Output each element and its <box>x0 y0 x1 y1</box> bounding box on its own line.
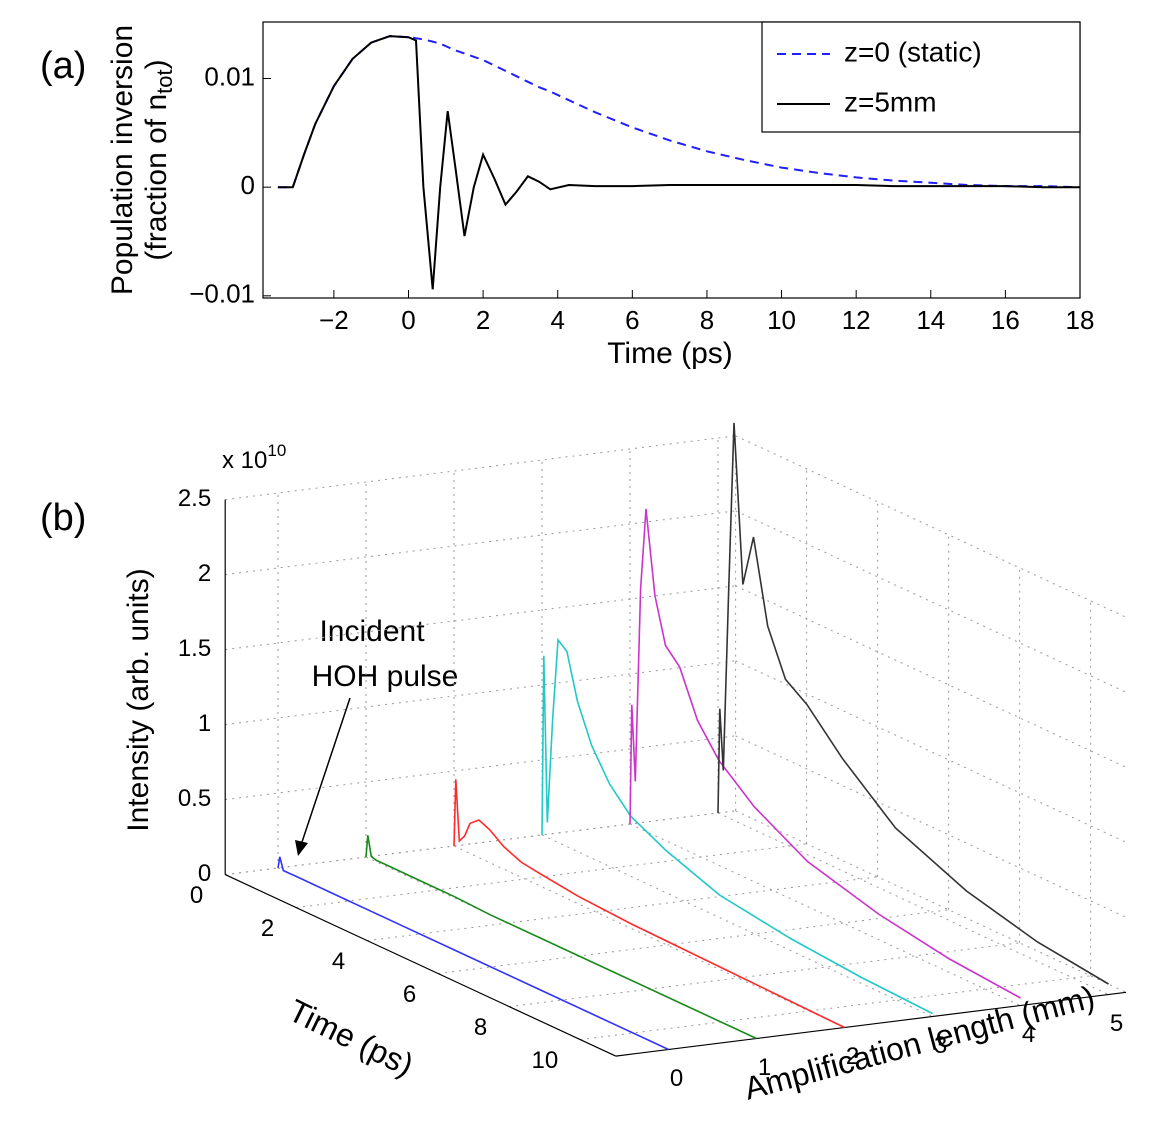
grid-line <box>717 812 1109 995</box>
z-tick-label: 5 <box>1110 1010 1123 1037</box>
x-axis-label: Time (ps) <box>283 992 419 1083</box>
legend-box <box>761 21 1081 133</box>
panel-label: (b) <box>40 497 86 539</box>
z-tick-label: 0 <box>670 1065 683 1092</box>
grid-line <box>541 834 933 1017</box>
plot-frame <box>262 21 1081 299</box>
grid-line <box>735 585 1127 768</box>
legend-label: z=0 (static) <box>844 36 982 67</box>
multiplier-base: x 10 <box>222 447 267 474</box>
y-axis-label-subscript: tot <box>152 69 177 93</box>
y-axis-label: Population inversion <box>106 25 139 295</box>
y-axis-label: (fraction of ntot) <box>140 59 177 260</box>
x-tick-label: 8 <box>474 1014 487 1041</box>
grid-line <box>735 510 1127 693</box>
x-tick-label: 0 <box>190 882 203 909</box>
annotation-arrow <box>301 697 351 843</box>
z-tick-label: 4 <box>1022 1021 1035 1048</box>
grid-line <box>580 975 1091 1041</box>
legend-label: z=5mm <box>844 86 937 117</box>
grid-line <box>438 909 949 975</box>
z-tick-label: 3 <box>934 1032 947 1059</box>
grid-line <box>225 660 736 726</box>
x-tick-label: 0 <box>401 305 415 335</box>
x-tick-label: −2 <box>319 305 349 335</box>
x-tick-label: 10 <box>767 305 796 335</box>
series-line <box>277 35 1080 290</box>
grid-line <box>225 810 736 876</box>
y-axis-label-part: ) <box>140 59 173 69</box>
x-tick-label: 16 <box>991 305 1020 335</box>
grid-line <box>629 823 1021 1006</box>
grid-line <box>225 435 736 501</box>
x-tick-label: 6 <box>625 305 639 335</box>
x-tick-label: 14 <box>916 305 945 335</box>
y-tick-label: 0.01 <box>204 61 255 91</box>
grid-line <box>735 435 1127 618</box>
grid-line <box>367 876 878 942</box>
x-tick-label: 4 <box>332 948 345 975</box>
x-tick-label: 18 <box>1066 305 1095 335</box>
y-axis-label-part: (fraction of n <box>140 94 173 261</box>
y-tick-label: −0.01 <box>189 279 255 309</box>
grid-line <box>453 845 845 1028</box>
grid-line <box>509 942 1020 1008</box>
x-tick-label: 12 <box>842 305 871 335</box>
grid-line <box>735 660 1127 843</box>
series-line <box>541 637 933 1015</box>
x-tick-label: 8 <box>700 305 714 335</box>
x-axis-label: Time (ps) <box>607 337 733 370</box>
grid-line <box>296 843 807 909</box>
y-tick-label: 1.5 <box>178 635 211 662</box>
grid-line <box>735 810 1127 993</box>
series-line <box>277 856 669 1051</box>
panel-label: (a) <box>40 45 86 87</box>
x-tick-label: 2 <box>476 305 490 335</box>
x-tick-label: 2 <box>261 915 274 942</box>
y-tick-label: 0 <box>241 170 255 200</box>
z-tick-label: 1 <box>758 1054 771 1081</box>
y-tick-label: 2 <box>198 560 211 587</box>
grid-line <box>735 735 1127 918</box>
axis-line <box>224 874 616 1057</box>
grid-line <box>225 585 736 651</box>
annotation: HOH pulse <box>312 660 459 693</box>
series-line <box>717 422 1109 985</box>
y-axis-label: Intensity (arb. units) <box>122 568 155 831</box>
z-axis-label: Amplification length (mm) <box>740 978 1098 1106</box>
grid-line <box>225 510 736 576</box>
y-tick-label: 0.5 <box>178 785 211 812</box>
y-tick-label: 1 <box>198 710 211 737</box>
axis-line <box>615 991 1127 1057</box>
series-line <box>629 508 1021 999</box>
x-tick-label: 4 <box>550 305 564 335</box>
x-tick-label: 10 <box>531 1047 558 1074</box>
series-line <box>365 835 757 1040</box>
y-tick-label: 0 <box>198 860 211 887</box>
arrow-head <box>295 840 308 856</box>
series-line <box>453 779 845 1029</box>
multiplier-exponent: 10 <box>267 441 286 460</box>
x-tick-label: 6 <box>403 981 416 1008</box>
z-tick-label: 2 <box>846 1043 859 1070</box>
grid-line <box>225 735 736 801</box>
y-tick-label: 2.5 <box>178 485 211 512</box>
multiplier: x 1010 <box>222 441 286 474</box>
